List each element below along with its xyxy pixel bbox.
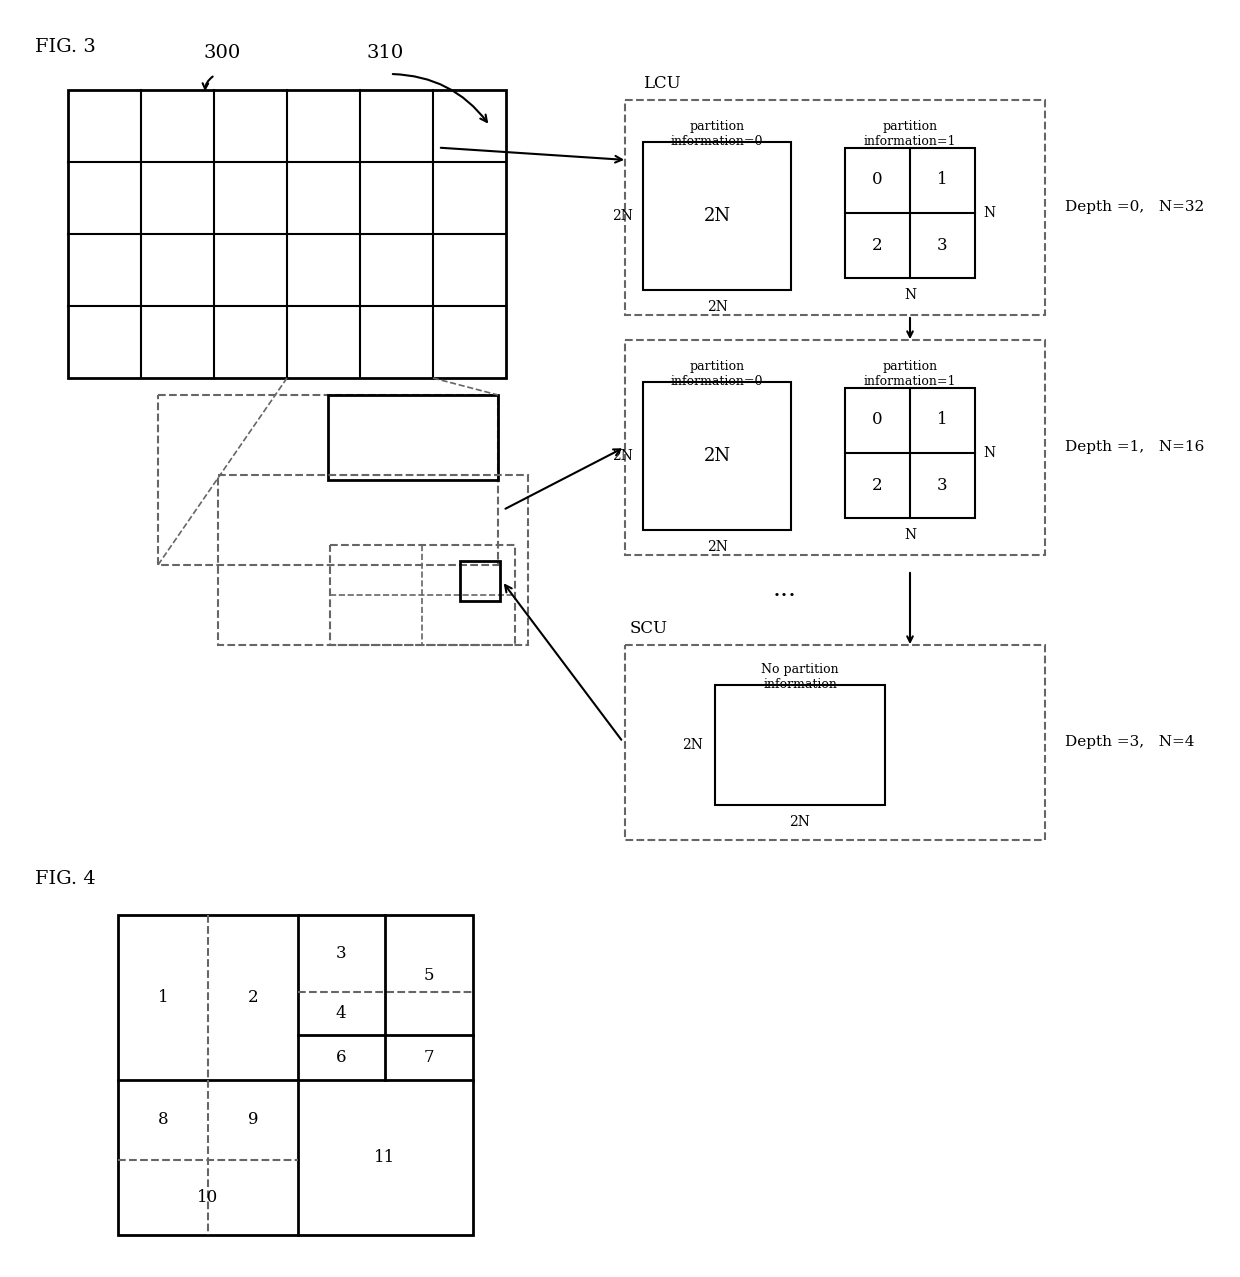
Bar [460,561,500,601]
Text: 1: 1 [936,411,947,429]
Text: 7: 7 [424,1048,434,1065]
FancyArrowPatch shape [393,74,487,121]
Bar [329,395,498,480]
Text: 10: 10 [197,1189,218,1205]
Text: 9: 9 [248,1111,258,1129]
Bar [644,382,791,530]
Text: FIG. 3: FIG. 3 [35,38,95,56]
Text: partition
information=0: partition information=0 [671,120,764,148]
Text: 2N: 2N [790,815,811,829]
Text: N: N [983,206,996,220]
Text: partition
information=1: partition information=1 [864,360,956,388]
Text: 310: 310 [366,43,404,63]
Text: 0: 0 [872,171,883,189]
Text: Depth =1,   N=16: Depth =1, N=16 [1065,441,1204,455]
Text: 3: 3 [936,236,947,254]
Text: partition
information=1: partition information=1 [864,120,956,148]
Text: N: N [904,527,916,541]
Text: 2N: 2N [703,207,730,225]
Bar [157,395,498,564]
Bar [625,100,1045,315]
FancyArrowPatch shape [505,585,621,739]
Bar [330,545,515,645]
Text: 11: 11 [374,1148,396,1166]
Bar [218,475,528,645]
Text: 2N: 2N [707,540,728,554]
Text: 1: 1 [157,988,169,1005]
Text: 0: 0 [872,411,883,429]
Text: SCU: SCU [630,621,668,637]
Text: N: N [904,289,916,301]
Text: 2N: 2N [613,209,632,223]
Text: 8: 8 [157,1111,169,1129]
Text: ...: ... [773,578,797,601]
Bar [625,340,1045,555]
Bar [844,148,975,278]
Text: partition
information=0: partition information=0 [671,360,764,388]
Text: No partition
information: No partition information [761,663,838,691]
Text: 2N: 2N [703,447,730,465]
Text: 5: 5 [424,967,434,983]
Text: 2N: 2N [682,738,703,752]
Text: Depth =0,   N=32: Depth =0, N=32 [1065,200,1204,215]
Bar [715,684,885,805]
Bar [118,916,472,1235]
Text: LCU: LCU [644,75,681,92]
Text: 2N: 2N [707,300,728,314]
Text: 2: 2 [872,476,883,493]
Text: 1: 1 [936,171,947,189]
Text: 2N: 2N [613,450,632,464]
Text: Depth =3,   N=4: Depth =3, N=4 [1065,736,1194,750]
Text: 300: 300 [203,43,241,63]
Bar [68,89,506,378]
Text: 2: 2 [872,236,883,254]
Text: 6: 6 [336,1048,346,1065]
Bar [844,388,975,518]
Text: FIG. 4: FIG. 4 [35,870,95,888]
FancyArrowPatch shape [506,450,620,508]
Bar [625,645,1045,840]
Text: 2: 2 [248,988,258,1005]
Text: N: N [983,446,996,460]
Bar [644,142,791,290]
Text: 4: 4 [336,1005,346,1022]
Text: 3: 3 [936,476,947,493]
Text: 3: 3 [336,945,346,962]
FancyArrowPatch shape [440,148,622,162]
